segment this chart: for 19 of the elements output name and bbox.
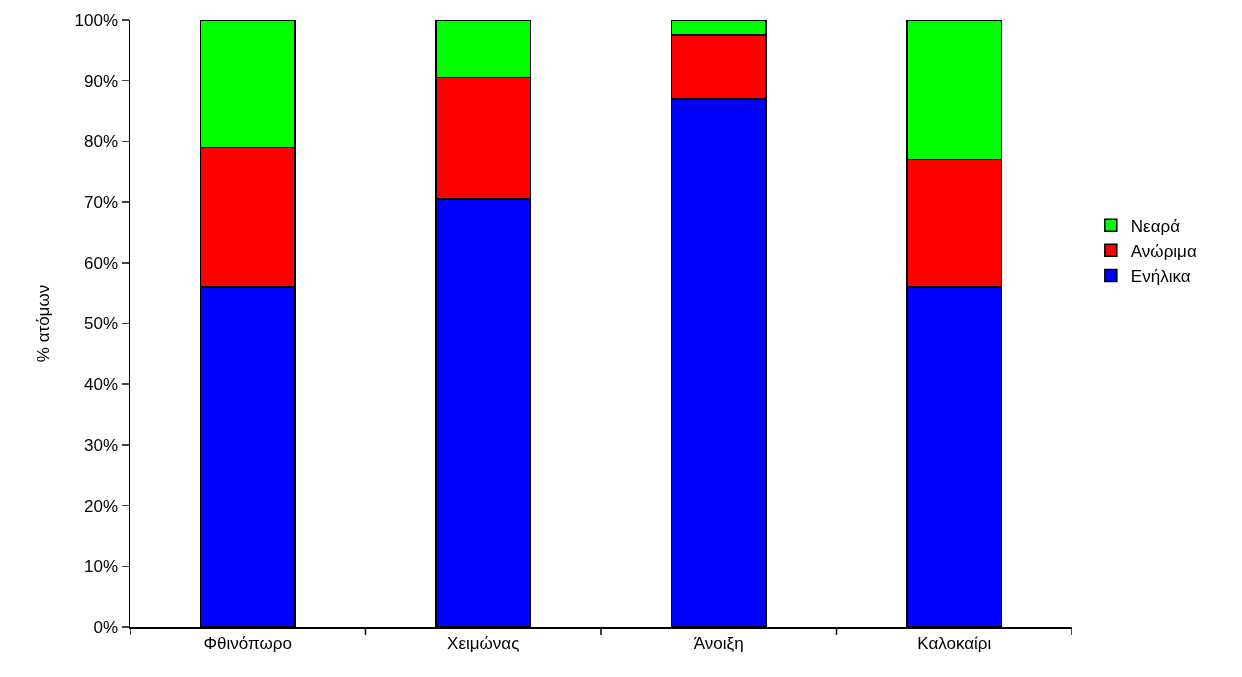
y-axis-title: % ατόμων: [34, 284, 54, 363]
y-tick-label: 50%: [84, 314, 119, 334]
x-tick-label: Χειμώνας: [447, 633, 520, 653]
y-tick-label: 0%: [93, 617, 119, 637]
x-tick-label: Φθινόπωρο: [203, 633, 292, 653]
y-tick-label: 90%: [84, 71, 119, 91]
y-tick-label: 20%: [84, 496, 119, 516]
legend-label: Νεαρά: [1130, 216, 1181, 236]
x-tick-label: Άνοιξη: [693, 633, 744, 653]
y-tick-label: 40%: [84, 375, 119, 395]
y-tick-label: 60%: [84, 253, 119, 273]
y-tick-label: 100%: [74, 10, 119, 30]
legend-label: Ανώριμα: [1130, 241, 1197, 261]
y-tick-label: 30%: [84, 435, 119, 455]
y-tick-label: 70%: [84, 193, 119, 213]
y-tick-label: 80%: [84, 132, 119, 152]
legend-label: Ενήλικα: [1130, 267, 1191, 287]
y-tick-label: 10%: [84, 557, 119, 577]
x-tick-label: Καλοκαίρι: [917, 633, 992, 653]
